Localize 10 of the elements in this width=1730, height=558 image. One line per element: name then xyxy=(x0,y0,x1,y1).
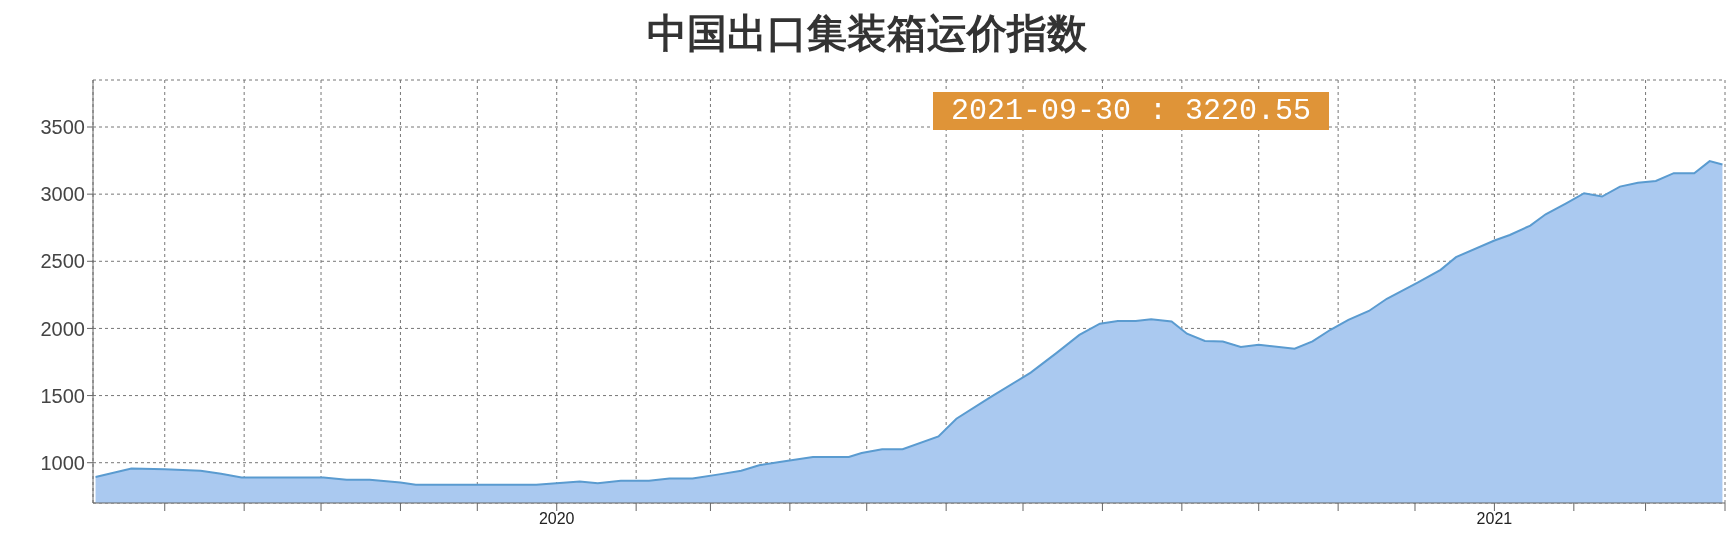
y-tick-label: 2500 xyxy=(40,250,85,273)
y-tick-label: 3500 xyxy=(40,116,85,139)
x-tick-label: 2020 xyxy=(538,510,575,528)
y-tick-label: 2000 xyxy=(40,317,85,340)
y-tick-label: 3000 xyxy=(40,183,85,206)
y-tick-label: 1000 xyxy=(40,451,85,474)
y-tick-label: 1500 xyxy=(40,384,85,407)
x-tick-label: 2021 xyxy=(1476,510,1513,528)
chart-title: 中国出口集装箱运价指数 xyxy=(646,8,1088,58)
annotation: 2021-09-30 : 3220.55 xyxy=(933,92,1330,130)
